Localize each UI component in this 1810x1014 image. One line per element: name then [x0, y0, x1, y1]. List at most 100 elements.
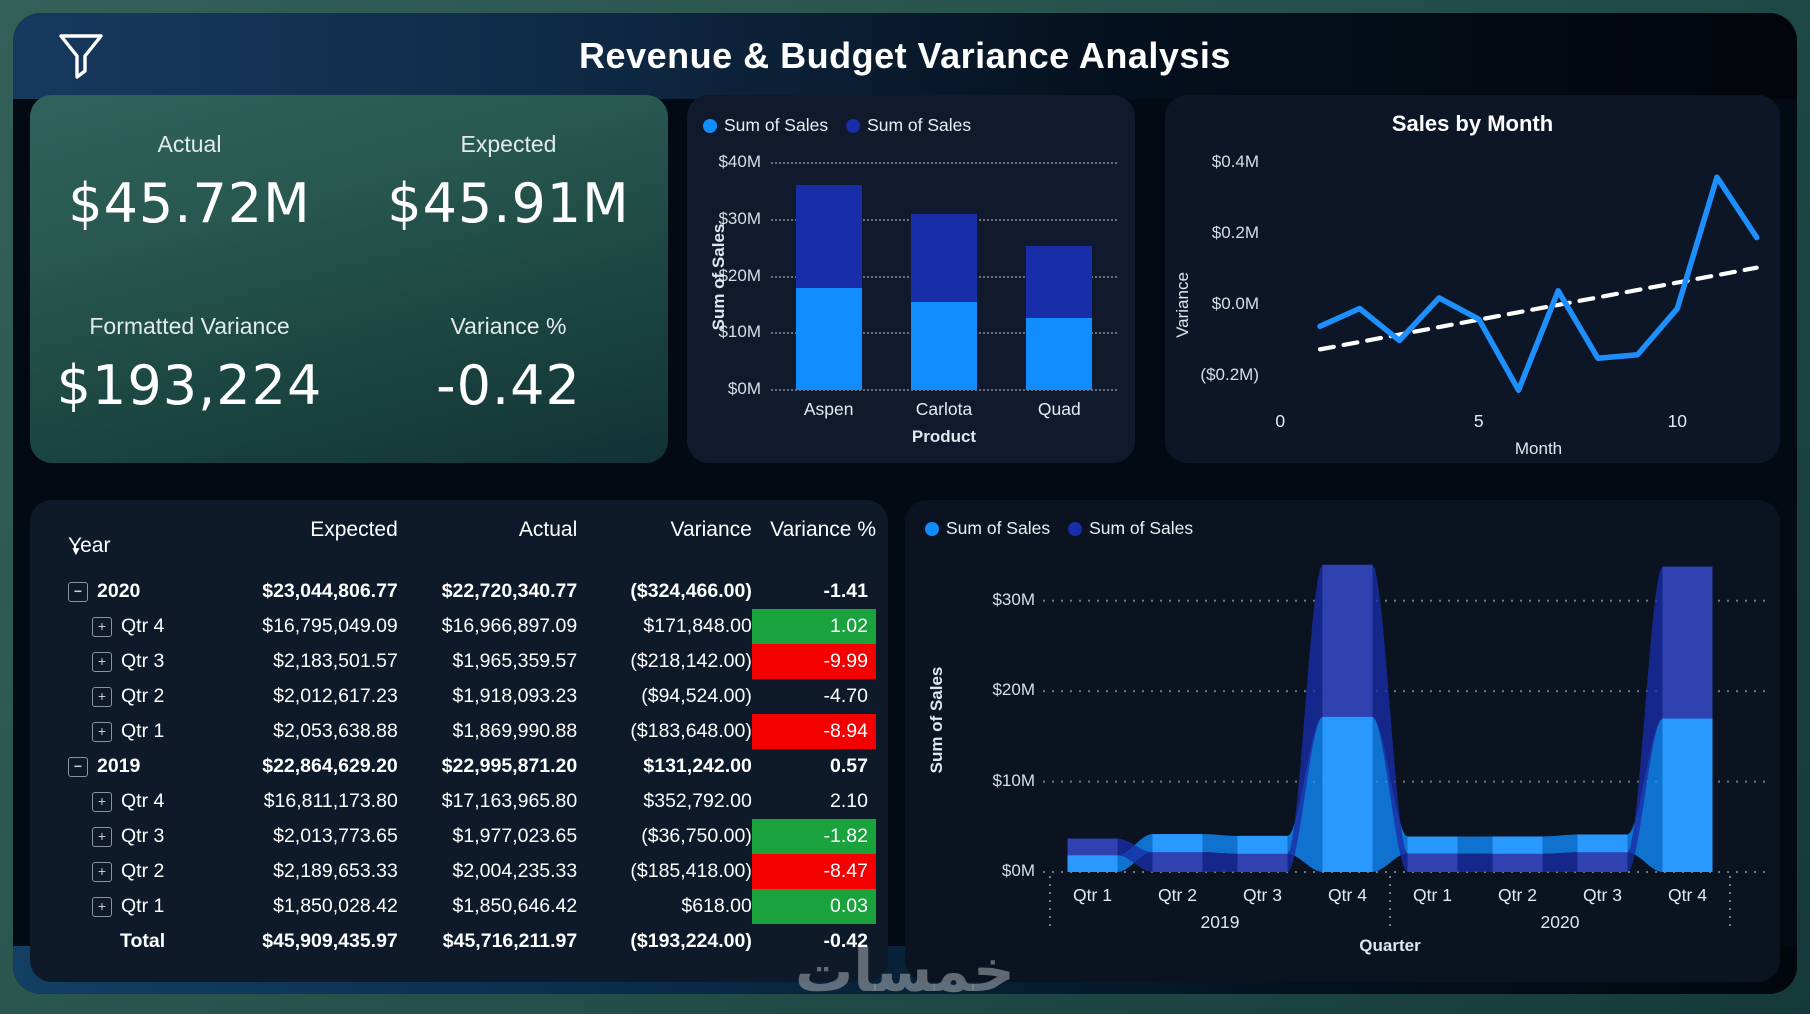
actual-cell: $1,965,359.57	[452, 650, 578, 672]
variance-pct-cell: -4.70	[823, 685, 868, 707]
plus-box-icon[interactable]: +	[92, 826, 112, 847]
table-row-2019[interactable]: −2019 $22,864,629.20 $22,995,871.20 $131,24…	[68, 749, 876, 784]
quarterly-ribbon-chart-card: Sum of Sales Sum of Sales Sum of Sales Q…	[905, 500, 1780, 982]
column-header-variance-[interactable]: Variance %	[752, 518, 876, 574]
sales-line[interactable]	[1317, 174, 1760, 393]
ribbon-bar-dark[interactable]	[1237, 853, 1288, 872]
variance-pct-wrap: 0.57	[752, 749, 876, 784]
watermark: خمسات	[795, 937, 1015, 994]
ribbon-bar-dark[interactable]	[1492, 853, 1543, 872]
bar-category-label: Quad	[1037, 399, 1081, 419]
ribbon-bar-dark[interactable]	[1662, 566, 1713, 719]
legend-dot-dark-blue-icon	[846, 118, 861, 133]
bar-highlight	[1662, 566, 1713, 719]
ribbon-quarter-label: Qtr 2	[1158, 885, 1197, 905]
legend-label: Sum of Sales	[1089, 518, 1194, 538]
table-row-qtr-3[interactable]: + Qtr 3 $2,183,501.57 $1,965,359.57 ($218,14…	[68, 644, 876, 679]
table-row-qtr-4[interactable]: + Qtr 4 $16,811,173.80 $17,163,965.80 $352,7…	[68, 784, 876, 819]
ribbon-bar-dark[interactable]	[1152, 852, 1203, 872]
ribbon-bar-light[interactable]	[1577, 834, 1628, 853]
table-row-qtr-2[interactable]: + Qtr 2 $2,189,653.33 $2,004,235.33 ($185,41…	[68, 854, 876, 889]
variance-pct-wrap: 0.03	[751, 889, 876, 924]
ribbon-bar-light[interactable]	[1322, 716, 1373, 872]
filter-funnel-icon[interactable]	[55, 29, 107, 86]
ribbon-quarter-label: Qtr 3	[1583, 885, 1622, 905]
plus-box-icon[interactable]: +	[92, 791, 112, 812]
bar-highlight	[1067, 855, 1118, 872]
bar-highlight	[1237, 853, 1288, 872]
plus-box-icon[interactable]: +	[92, 651, 112, 672]
plus-box-icon[interactable]: +	[92, 896, 112, 917]
column-header-year[interactable]: Year ▼	[68, 518, 215, 574]
expected-cell: $16,811,173.80	[263, 790, 398, 812]
row-label-cell: + Qtr 4	[68, 615, 215, 638]
ribbon-plot-area	[1043, 564, 1767, 930]
ribbon-light-series[interactable]	[1067, 716, 1713, 872]
legend-item-sales-dark[interactable]: Sum of Sales	[1068, 518, 1193, 539]
bar-ytick-label: $0M	[727, 379, 761, 398]
column-header-actual[interactable]: Actual	[398, 518, 577, 574]
ribbon-bar-light[interactable]	[1152, 834, 1203, 853]
ribbon-bar-light[interactable]	[1492, 836, 1543, 854]
ribbon-bar-dark[interactable]	[1322, 564, 1373, 717]
bar-highlight	[1577, 834, 1628, 853]
legend-item-sales-dark[interactable]: Sum of Sales	[846, 115, 971, 136]
table-row-qtr-4[interactable]: + Qtr 4 $16,795,049.09 $16,966,897.09 $171,8…	[68, 609, 876, 644]
bar-ytick-label: $40M	[718, 152, 761, 171]
variance-cell: ($94,524.00)	[641, 685, 752, 707]
table-row-2020[interactable]: −2020 $23,044,806.77 $22,720,340.77 ($324,4…	[68, 574, 876, 609]
plus-box-icon[interactable]: +	[92, 616, 112, 637]
legend-item-sales-light[interactable]: Sum of Sales	[703, 115, 828, 136]
ribbon-bar-dark[interactable]	[1067, 838, 1118, 856]
bar-segment-light[interactable]	[911, 302, 977, 390]
table-row-qtr-1[interactable]: + Qtr 1 $2,053,638.88 $1,869,990.88 ($183,64…	[68, 714, 876, 749]
ribbon-bar-light[interactable]	[1407, 836, 1458, 854]
actual-cell: $1,977,023.65	[452, 825, 578, 847]
table-row-total[interactable]: Total $45,909,435.97 $45,716,211.97 ($193,2…	[68, 924, 876, 959]
variance-cell: ($36,750.00)	[641, 825, 752, 847]
variance-pct-wrap: -4.70	[752, 679, 876, 714]
plus-box-icon[interactable]: +	[92, 861, 112, 882]
bar-highlight	[1407, 836, 1458, 854]
row-label: Qtr 1	[121, 720, 165, 742]
bar-segment-dark[interactable]	[1026, 246, 1093, 319]
minus-box-icon[interactable]: −	[68, 756, 88, 777]
legend-item-sales-light[interactable]: Sum of Sales	[925, 518, 1050, 539]
ribbon-bar-light[interactable]	[1067, 855, 1118, 872]
bar-segment-dark[interactable]	[795, 184, 862, 289]
plus-box-icon[interactable]: +	[92, 721, 112, 742]
table-row-qtr-3[interactable]: + Qtr 3 $2,013,773.65 $1,977,023.65 ($36,750…	[68, 819, 876, 854]
column-header-label: Year	[68, 534, 111, 557]
bar-gridline	[771, 162, 1117, 164]
ribbon-bar-dark[interactable]	[1407, 853, 1458, 872]
variance-cell: ($324,466.00)	[630, 580, 752, 602]
bar-segment-light[interactable]	[1026, 318, 1093, 390]
variance-pct-cell: -1.82	[751, 819, 876, 854]
table-row-qtr-2[interactable]: + Qtr 2 $2,012,617.23 $1,918,093.23 ($94,524…	[68, 679, 876, 714]
row-label: 2020	[97, 580, 141, 602]
bar-category-label: Carlota	[915, 399, 973, 419]
ribbon-bar-dark[interactable]	[1577, 852, 1628, 872]
column-header-variance[interactable]: Variance	[577, 518, 752, 574]
column-header-expected[interactable]: Expected	[215, 518, 398, 574]
expected-cell: $2,189,653.33	[273, 860, 398, 882]
variance-pct-cell: 0.03	[751, 889, 876, 924]
variance-table-card: Year ▼ Expected Actual Variance Variance % −2…	[30, 500, 888, 982]
bar-highlight	[1152, 852, 1203, 872]
minus-box-icon[interactable]: −	[68, 581, 88, 602]
bar-segment-dark[interactable]	[911, 214, 977, 303]
expected-cell: $23,044,806.77	[262, 580, 398, 602]
line-xtick-label: 10	[1667, 411, 1688, 431]
ribbon-bar-light[interactable]	[1237, 835, 1288, 854]
bar-segment-light[interactable]	[795, 288, 862, 390]
plus-box-icon[interactable]: +	[92, 686, 112, 707]
ribbon-bar-light[interactable]	[1662, 718, 1713, 872]
row-label: Qtr 4	[121, 615, 165, 637]
legend-label: Sum of Sales	[724, 115, 829, 135]
ribbon-dark-series[interactable]	[1067, 564, 1713, 872]
variance-pct-wrap: -0.42	[752, 924, 876, 959]
row-label-cell: + Qtr 3	[68, 650, 215, 673]
table-row-qtr-1[interactable]: + Qtr 1 $1,850,028.42 $1,850,646.42 $618.00 0…	[68, 889, 876, 924]
row-label-cell: + Qtr 4	[68, 790, 215, 813]
variance-pct-cell: -9.99	[751, 644, 876, 679]
